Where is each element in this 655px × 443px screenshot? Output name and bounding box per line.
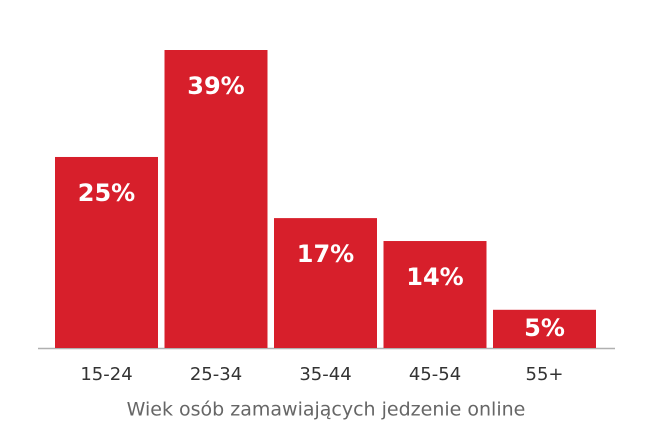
bar bbox=[493, 309, 596, 348]
bar bbox=[274, 218, 377, 348]
bar bbox=[383, 241, 487, 348]
x-tick-label: 35-44 bbox=[299, 364, 351, 385]
x-tick-label: 25-34 bbox=[190, 364, 242, 385]
value-label: 17% bbox=[297, 240, 354, 268]
value-label: 39% bbox=[187, 72, 244, 100]
bar bbox=[55, 156, 158, 348]
bar bbox=[164, 50, 268, 348]
value-label: 25% bbox=[78, 179, 135, 207]
x-tick-label: 45-54 bbox=[409, 364, 461, 385]
x-tick-label: 15-24 bbox=[80, 364, 132, 385]
value-label: 5% bbox=[524, 314, 565, 342]
x-axis-title: Wiek osób zamawiających jedzenie online bbox=[127, 399, 526, 421]
x-tick-label: 55+ bbox=[526, 364, 564, 385]
value-label: 14% bbox=[406, 263, 463, 291]
